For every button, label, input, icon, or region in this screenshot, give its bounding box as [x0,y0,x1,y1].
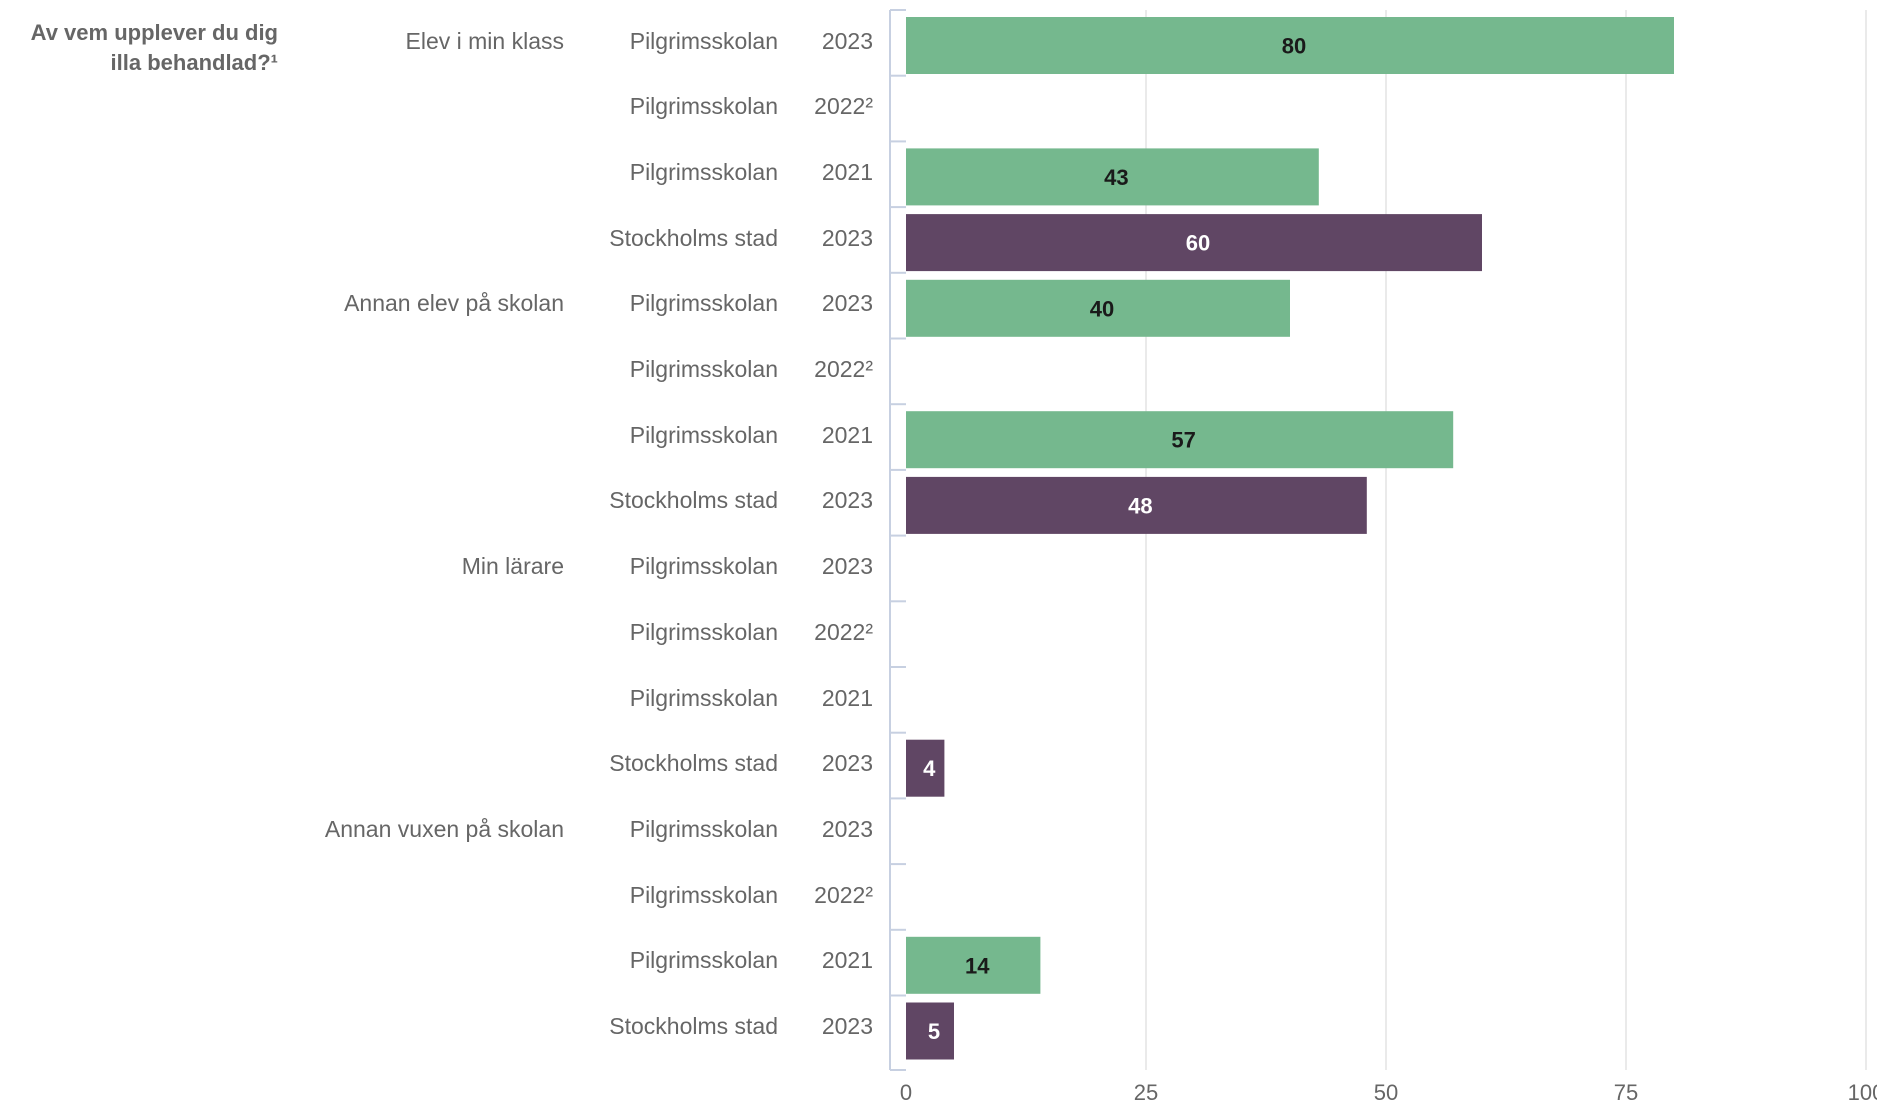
unit-label: Pilgrimsskolan [629,27,778,54]
x-tick-label: 25 [1134,1080,1158,1103]
year-label: 2023 [821,27,873,54]
unit-label: Pilgrimsskolan [629,618,778,645]
x-tick-label: 0 [900,1080,912,1103]
bar [906,476,1367,534]
chart-title: Av vem upplever du dig illa behandlad?¹ [30,20,278,75]
bar-value-label: 14 [965,953,990,978]
unit-label: Pilgrimsskolan [629,356,778,382]
year-label: 2023 [821,224,873,251]
year-label: 2023 [821,1013,873,1039]
unit-label: Pilgrimsskolan [629,290,778,317]
year-label: 2021 [821,684,873,711]
unit-label: Stockholms stad [609,224,778,251]
year-label: 2022² [814,93,873,120]
category-label: Annan vuxen på skolan [324,815,564,842]
unit-label: Stockholms stad [609,1013,778,1039]
bar-value-label: 40 [1090,296,1114,321]
unit-label: Pilgrimsskolan [629,684,778,711]
bar [906,148,1319,206]
year-label: 2022² [814,618,873,645]
year-label: 2021 [821,158,873,185]
year-label: 2023 [821,750,873,777]
bar [906,279,1290,337]
year-label: 2022² [814,881,873,908]
unit-label: Pilgrimsskolan [629,553,778,580]
unit-label: Stockholms stad [609,750,778,777]
bar [906,214,1482,272]
x-tick-label: 75 [1614,1080,1638,1103]
unit-label: Stockholms stad [609,487,778,514]
unit-label: Pilgrimsskolan [629,815,778,842]
year-label: 2023 [821,553,873,580]
unit-label: Pilgrimsskolan [629,881,778,908]
year-label: 2023 [821,487,873,514]
year-label: 2023 [821,290,873,317]
bar-value-label: 60 [1186,231,1210,256]
bar-value-label: 57 [1171,428,1195,453]
bar-value-label: 48 [1128,493,1152,518]
year-label: 2021 [821,421,873,448]
year-label: 2022² [814,356,873,382]
category-label: Elev i min klass [405,27,564,54]
bar [906,411,1454,469]
x-tick-label: 50 [1374,1080,1398,1103]
unit-label: Pilgrimsskolan [629,421,778,448]
bar-value-label: 80 [1282,34,1306,59]
category-label: Min lärare [461,553,564,580]
bar-value-label: 4 [923,756,936,781]
unit-label: Pilgrimsskolan [629,158,778,185]
year-label: 2023 [821,815,873,842]
year-label: 2021 [821,947,873,974]
bar [906,1002,954,1060]
bar [906,17,1674,74]
bar-value-label: 43 [1104,165,1128,190]
category-label: Annan elev på skolan [344,290,564,317]
bar-value-label: 5 [928,1019,940,1044]
unit-label: Pilgrimsskolan [629,93,778,120]
bar [906,936,1041,994]
bar [906,739,945,797]
x-tick-label: 100 [1848,1080,1877,1103]
unit-label: Pilgrimsskolan [629,947,778,974]
